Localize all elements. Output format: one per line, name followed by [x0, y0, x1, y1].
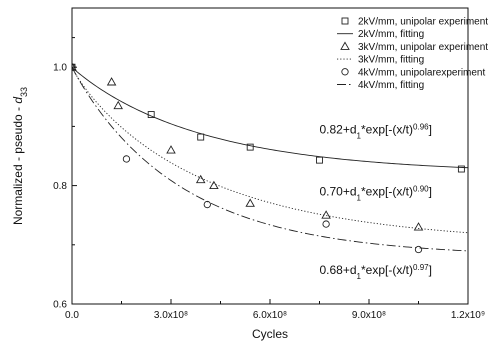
data-point-0-2 [197, 133, 205, 141]
x-tick-label-2: 6.0x10⁸ [253, 310, 287, 321]
y-tick-label-1: 0.8 [53, 181, 67, 192]
x-tick-label-0: 0.0 [65, 310, 79, 321]
data-point-4-2 [203, 200, 211, 209]
data-point-0-3 [246, 143, 254, 151]
data-point-2-2 [113, 100, 123, 110]
data-point-2-6 [245, 198, 255, 207]
axes: 0.0 3.0x10⁸ 6.0x10⁸ 9.0x10⁸ 1.2x10⁹ 0.6 0.8 1.0… [11, 7, 485, 341]
legend-label-3: 3kV/mm, fitting [358, 55, 424, 66]
series-line-1 [72, 66, 468, 169]
data-point-2-5 [209, 180, 219, 190]
y-tick-label-2: 1.0 [53, 63, 67, 74]
legend-label-4: 4kV/mm, unipolarexperiment [358, 67, 485, 78]
plot-area [72, 62, 468, 254]
series-line-5 [72, 66, 468, 252]
legend-label-0: 2kV/mm, unipolar experiment [358, 17, 488, 28]
data-point-2-8 [413, 222, 424, 231]
data-point-4-3 [322, 220, 330, 228]
data-point-2-4 [195, 174, 206, 184]
legend-label-2: 3kV/mm, unipolar experiment [358, 42, 488, 53]
fit-equation-0: 0.82+d1*exp[-(x/t)0.96] [320, 122, 432, 140]
data-point-4-4 [414, 245, 423, 254]
fit-equation-1: 0.70+d1*exp[-(x/t)0.90] [320, 184, 432, 202]
y-axis-title: Normalized - pseudo - d33 [11, 87, 29, 225]
x-tick-label-4: 1.2x10⁹ [451, 310, 485, 321]
legend-marker-0 [341, 17, 349, 25]
legend-label-1: 2kV/mm, fitting [358, 29, 424, 40]
annotations: 0.82+d1*exp[-(x/t)0.96] 0.70+d1*exp[-(x/t… [320, 122, 432, 280]
x-tick-label-1: 3.0x10⁸ [154, 310, 188, 321]
series-line-3 [72, 66, 468, 234]
legend-marker-4 [341, 68, 349, 76]
legend-label-5: 4kV/mm, fitting [358, 80, 424, 91]
data-point-4-1 [122, 155, 131, 163]
y-tick-label-0: 0.6 [53, 300, 67, 311]
data-point-2-3 [166, 145, 176, 154]
data-point-0-4 [316, 156, 323, 164]
data-point-0-5 [457, 165, 465, 173]
x-tick-label-3: 9.0x10⁸ [352, 310, 386, 321]
x-axis-title: Cycles [252, 327, 288, 341]
fit-equation-2: 0.68+d1*exp[-(x/t)0.97] [320, 262, 432, 280]
data-point-2-1 [106, 77, 117, 86]
legend-marker-2 [340, 41, 350, 50]
